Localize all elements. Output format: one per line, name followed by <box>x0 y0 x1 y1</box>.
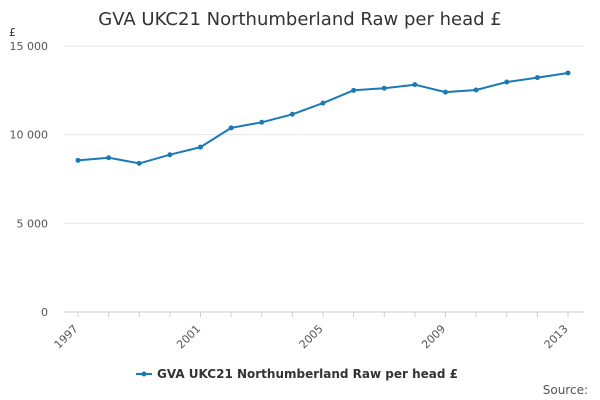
data-point[interactable] <box>75 157 81 163</box>
gridlines <box>64 45 584 224</box>
data-point[interactable] <box>259 119 265 125</box>
data-point[interactable] <box>534 75 540 81</box>
legend-label[interactable]: GVA UKC21 Northumberland Raw per head £ <box>157 367 458 381</box>
y-tick-label: 5 000 <box>17 217 49 230</box>
legend[interactable]: GVA UKC21 Northumberland Raw per head £ <box>136 367 458 381</box>
y-tick-label: 0 <box>41 306 48 319</box>
data-point[interactable] <box>381 85 387 91</box>
x-tick-label: 2005 <box>297 322 326 351</box>
series-group <box>75 70 571 166</box>
data-point[interactable] <box>136 160 142 166</box>
y-tick-label: 10 000 <box>10 129 49 142</box>
x-axis-ticks: 1997 2001 2005 2009 2013 <box>52 312 571 351</box>
data-point[interactable] <box>198 144 203 150</box>
y-axis-ticks: 0 5 000 10 000 15 000 <box>10 40 49 319</box>
data-point[interactable] <box>443 89 448 95</box>
series-line <box>77 72 569 165</box>
x-tick-label: 1997 <box>52 322 81 351</box>
data-point[interactable] <box>504 79 510 85</box>
data-point[interactable] <box>351 87 357 93</box>
data-point[interactable] <box>565 70 571 76</box>
y-axis-unit-label: £ <box>9 26 16 39</box>
data-point[interactable] <box>167 152 173 158</box>
data-point[interactable] <box>320 100 326 106</box>
data-point[interactable] <box>289 111 295 117</box>
data-point[interactable] <box>106 155 112 161</box>
x-tick-label: 2001 <box>174 322 203 351</box>
x-tick-label: 2013 <box>542 322 571 351</box>
data-point[interactable] <box>412 82 418 88</box>
legend-marker <box>141 371 147 377</box>
data-point[interactable] <box>228 125 234 131</box>
chart-title: GVA UKC21 Northumberland Raw per head £ <box>98 9 501 30</box>
x-tick-label: 2009 <box>419 322 448 351</box>
data-point[interactable] <box>473 87 479 93</box>
source-label: Source: <box>543 383 588 397</box>
y-tick-label: 15 000 <box>10 40 49 53</box>
